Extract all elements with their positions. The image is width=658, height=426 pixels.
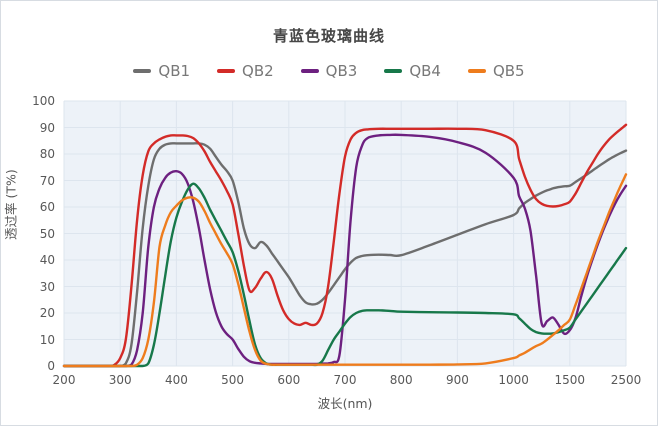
legend-marker-QB4 [384, 69, 403, 73]
y-tick-100: 100 [32, 94, 55, 108]
y-tick-90: 90 [39, 120, 55, 135]
legend-marker-QB1 [133, 69, 152, 73]
legend-item-QB3[interactable]: QB3 [300, 62, 358, 80]
series-line-QB5 [62, 173, 628, 368]
x-tick-500: 500 [221, 373, 245, 387]
series-line-QB1 [62, 142, 628, 368]
y-axis-title: 透过率 (T%) [3, 169, 19, 240]
legend-item-QB4[interactable]: QB4 [384, 62, 441, 80]
x-tick-200: 200 [52, 373, 76, 387]
x-tick-800: 800 [389, 373, 413, 387]
legend-label: QB4 [409, 62, 441, 80]
y-tick-20: 20 [39, 306, 55, 320]
y-tick-30: 30 [39, 279, 55, 294]
legend-item-QB5[interactable]: QB5 [467, 62, 525, 80]
legend-marker-QB5 [467, 69, 486, 73]
y-tick-70: 70 [39, 173, 55, 188]
x-tick-400: 400 [164, 373, 188, 387]
y-tick-60: 60 [39, 200, 55, 214]
legend-item-QB1[interactable]: QB1 [133, 62, 190, 80]
x-tick-600: 600 [277, 373, 301, 387]
legend-marker-QB3 [300, 69, 319, 73]
legend-item-QB2[interactable]: QB2 [217, 62, 274, 80]
legend-label: QB2 [242, 62, 274, 80]
y-tick-80: 80 [39, 147, 55, 161]
plot-svg [62, 100, 628, 368]
x-tick-1000: 1000 [498, 373, 529, 387]
legend: QB1 QB2 QB3 QB4 QB5 [1, 62, 657, 80]
x-tick-700: 700 [333, 373, 357, 387]
x-tick-1500: 1500 [554, 373, 586, 387]
legend-label: QB5 [492, 62, 525, 80]
y-tick-10: 10 [39, 332, 55, 347]
y-tick-40: 40 [39, 253, 55, 267]
x-tick-2500: 2500 [610, 373, 642, 387]
legend-label: QB1 [158, 62, 191, 80]
y-tick-50: 50 [39, 226, 55, 241]
x-tick-900: 900 [445, 373, 469, 387]
legend-label: QB3 [325, 62, 358, 80]
y-tick-0: 0 [47, 359, 55, 373]
series-line-QB2 [62, 123, 628, 368]
chart-title: 青蓝色玻璃曲线 [272, 27, 385, 45]
legend-marker-QB2 [217, 69, 236, 73]
plot-area [62, 100, 628, 368]
x-axis-title: 波长(nm) [317, 396, 373, 411]
x-tick-300: 300 [108, 373, 132, 387]
